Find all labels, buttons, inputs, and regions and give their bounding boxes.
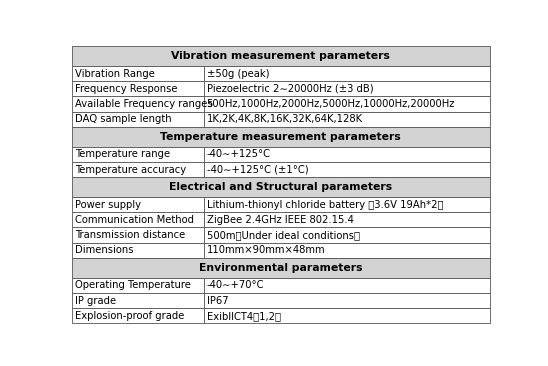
Bar [203, 197, 490, 212]
Bar [72, 212, 203, 228]
Text: -40∼+125°C (±1°C): -40∼+125°C (±1°C) [207, 165, 308, 175]
Bar [203, 147, 490, 162]
Bar [72, 278, 203, 293]
Bar [72, 293, 203, 308]
Bar [203, 228, 490, 243]
Text: Piezoelectric 2∼20000Hz (±3 dB): Piezoelectric 2∼20000Hz (±3 dB) [207, 84, 373, 94]
Text: Transmission distance: Transmission distance [75, 230, 185, 240]
Bar [72, 66, 203, 81]
Bar [72, 112, 203, 127]
Bar [203, 243, 490, 258]
Text: Communication Method: Communication Method [75, 215, 194, 225]
Text: Vibration Range: Vibration Range [75, 68, 155, 79]
Text: Frequency Response: Frequency Response [75, 84, 178, 94]
Bar [72, 127, 490, 147]
Text: Available Frequency ranges: Available Frequency ranges [75, 99, 213, 109]
Text: DAQ sample length: DAQ sample length [75, 114, 172, 124]
Text: Lithium-thionyl chloride battery （3.6V 19Ah*2）: Lithium-thionyl chloride battery （3.6V 1… [207, 199, 443, 210]
Text: Power supply: Power supply [75, 199, 141, 210]
Bar [203, 112, 490, 127]
Bar [203, 81, 490, 97]
Text: Explosion-proof grade: Explosion-proof grade [75, 311, 184, 321]
Text: Environmental parameters: Environmental parameters [199, 263, 363, 273]
Text: Operating Temperature: Operating Temperature [75, 280, 191, 290]
Text: Temperature range: Temperature range [75, 149, 170, 159]
Text: 500Hz,1000Hz,2000Hz,5000Hz,10000Hz,20000Hz: 500Hz,1000Hz,2000Hz,5000Hz,10000Hz,20000… [207, 99, 455, 109]
Text: ±50g (peak): ±50g (peak) [207, 68, 269, 79]
Text: Temperature measurement parameters: Temperature measurement parameters [161, 132, 401, 142]
Bar [72, 46, 490, 66]
Text: 1K,2K,4K,8K,16K,32K,64K,128K: 1K,2K,4K,8K,16K,32K,64K,128K [207, 114, 363, 124]
Bar [72, 243, 203, 258]
Bar [203, 162, 490, 177]
Bar [72, 228, 203, 243]
Bar [72, 162, 203, 177]
Bar [72, 97, 203, 112]
Bar [203, 212, 490, 228]
Bar [203, 97, 490, 112]
Text: -40∼+70°C: -40∼+70°C [207, 280, 264, 290]
Text: 110mm×90mm×48mm: 110mm×90mm×48mm [207, 245, 325, 255]
Text: IP grade: IP grade [75, 296, 116, 306]
Text: 500m（Under ideal conditions）: 500m（Under ideal conditions） [207, 230, 359, 240]
Text: Temperature accuracy: Temperature accuracy [75, 165, 186, 175]
Text: Dimensions: Dimensions [75, 245, 133, 255]
Bar [203, 278, 490, 293]
Bar [72, 308, 203, 324]
Text: ExibIICT4（1,2）: ExibIICT4（1,2） [207, 311, 281, 321]
Bar [72, 258, 490, 278]
Text: Electrical and Structural parameters: Electrical and Structural parameters [169, 182, 392, 192]
Bar [203, 293, 490, 308]
Bar [203, 66, 490, 81]
Text: Vibration measurement parameters: Vibration measurement parameters [172, 51, 390, 61]
Bar [72, 177, 490, 197]
Bar [203, 308, 490, 324]
Bar [72, 197, 203, 212]
Text: -40∼+125°C: -40∼+125°C [207, 149, 271, 159]
Bar [72, 81, 203, 97]
Bar [72, 147, 203, 162]
Text: IP67: IP67 [207, 296, 228, 306]
Text: ZigBee 2.4GHz IEEE 802.15.4: ZigBee 2.4GHz IEEE 802.15.4 [207, 215, 353, 225]
